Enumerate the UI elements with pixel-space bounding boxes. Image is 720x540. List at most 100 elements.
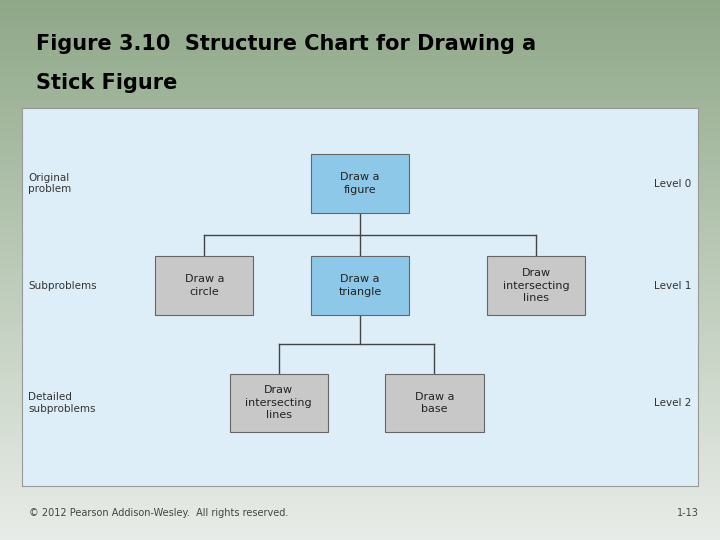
Bar (0, 498, 720, 500)
Bar (0, 274, 720, 276)
Text: Subproblems: Subproblems (28, 281, 97, 291)
Bar (0, 230, 720, 232)
Bar (0, 120, 720, 123)
Bar (0, 285, 720, 287)
Bar (0, 287, 720, 289)
Bar (0, 175, 720, 177)
Bar (0, 350, 720, 352)
Bar (0, 481, 720, 483)
Bar (0, 510, 720, 512)
FancyBboxPatch shape (487, 256, 585, 315)
Bar (0, 255, 720, 258)
Bar (0, 352, 720, 354)
Bar (0, 141, 720, 144)
Bar (0, 15, 720, 17)
Bar (0, 531, 720, 534)
Bar (0, 205, 720, 207)
Bar (0, 112, 720, 114)
Bar (0, 528, 720, 529)
Bar (0, 40, 720, 42)
Bar (0, 308, 720, 310)
Bar (0, 399, 720, 401)
Bar (0, 2, 720, 4)
Bar (0, 21, 720, 23)
Bar (0, 99, 720, 102)
Bar (0, 487, 720, 489)
Bar (0, 388, 720, 390)
Text: Detailed
subproblems: Detailed subproblems (28, 392, 96, 414)
Bar (0, 380, 720, 382)
Bar (0, 417, 720, 420)
Bar (0, 405, 720, 407)
Bar (0, 57, 720, 59)
Text: 1-13: 1-13 (677, 508, 698, 518)
Bar (0, 61, 720, 63)
Bar (0, 253, 720, 255)
Bar (0, 237, 720, 238)
Bar (0, 163, 720, 165)
Bar (0, 458, 720, 460)
Bar (0, 209, 720, 211)
Bar (0, 268, 720, 270)
Bar (0, 245, 720, 247)
Bar (0, 451, 720, 454)
Bar (0, 300, 720, 302)
Bar (0, 192, 720, 194)
Bar (0, 49, 720, 51)
Bar (0, 158, 720, 160)
Bar (0, 426, 720, 428)
Bar (0, 409, 720, 411)
Bar (0, 289, 720, 291)
Bar (0, 95, 720, 97)
Bar (0, 291, 720, 293)
Bar (0, 259, 720, 261)
Bar (0, 333, 720, 335)
Bar (0, 384, 720, 386)
Bar (0, 4, 720, 6)
Bar (0, 443, 720, 445)
Bar (0, 30, 720, 32)
Bar (0, 240, 720, 242)
Bar (0, 485, 720, 487)
Bar (0, 202, 720, 205)
Bar (0, 534, 720, 536)
Bar (0, 363, 720, 365)
Bar (0, 110, 720, 112)
Bar (0, 186, 720, 188)
Bar (0, 428, 720, 430)
Bar (0, 422, 720, 424)
Bar (0, 382, 720, 384)
Bar (0, 165, 720, 167)
Bar (0, 194, 720, 196)
Bar (0, 316, 720, 319)
Bar (0, 377, 720, 380)
Bar (0, 338, 720, 340)
Bar (0, 264, 720, 266)
Bar (0, 500, 720, 502)
Bar (0, 181, 720, 184)
Bar (0, 386, 720, 388)
Bar (0, 433, 720, 435)
Bar (0, 441, 720, 443)
Bar (0, 150, 720, 152)
Text: Stick Figure: Stick Figure (36, 73, 177, 93)
Bar (0, 438, 720, 441)
Bar (0, 325, 720, 327)
Bar (0, 160, 720, 163)
Bar (0, 335, 720, 338)
Bar (0, 523, 720, 525)
Bar (0, 33, 720, 36)
Bar (0, 437, 720, 438)
Bar (0, 295, 720, 298)
Bar (0, 390, 720, 393)
Bar (0, 529, 720, 531)
Bar (0, 59, 720, 61)
Bar (0, 420, 720, 422)
Bar (0, 449, 720, 451)
Text: Figure 3.10  Structure Chart for Drawing a: Figure 3.10 Structure Chart for Drawing … (36, 34, 536, 54)
Bar (0, 68, 720, 70)
Bar (0, 9, 720, 11)
Bar (0, 435, 720, 437)
Bar (0, 228, 720, 230)
Bar (0, 266, 720, 268)
